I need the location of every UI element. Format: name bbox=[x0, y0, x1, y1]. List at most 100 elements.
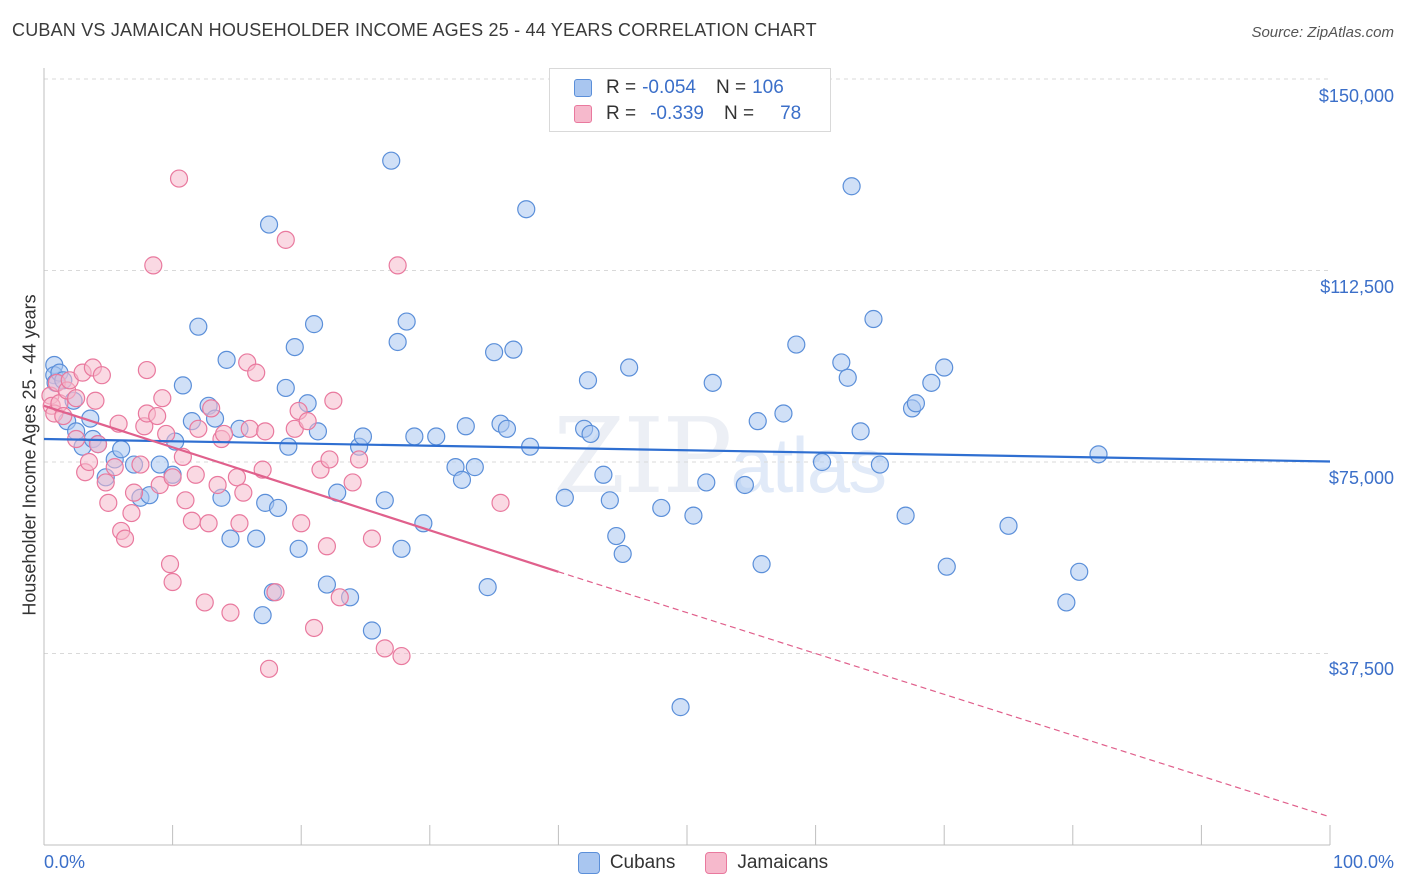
data-point-cubans bbox=[937, 557, 956, 576]
data-point-jamaicans bbox=[163, 468, 182, 487]
data-point-cubans bbox=[452, 470, 472, 489]
data-point-jamaicans bbox=[214, 424, 234, 444]
data-point-cubans bbox=[353, 427, 373, 446]
legend-r-label: R = bbox=[606, 103, 637, 124]
data-point-cubans bbox=[304, 315, 324, 334]
y-tick-label-75000: $75,000 bbox=[1328, 468, 1394, 488]
data-point-cubans bbox=[906, 394, 926, 413]
data-point-jamaicans bbox=[137, 360, 156, 380]
data-point-cubans bbox=[405, 427, 424, 446]
data-point-cubans bbox=[613, 544, 632, 564]
legend-row-jamaicans: R = -0.339 N = 78 bbox=[574, 102, 801, 126]
data-point-cubans bbox=[317, 575, 337, 594]
data-point-cubans bbox=[247, 529, 266, 548]
data-point-cubans bbox=[465, 458, 484, 477]
data-point-cubans bbox=[268, 498, 288, 518]
data-point-cubans bbox=[870, 455, 890, 474]
data-point-cubans bbox=[684, 506, 703, 525]
data-point-cubans bbox=[504, 340, 523, 359]
data-point-cubans bbox=[150, 455, 169, 474]
legend-r-value: -0.054 bbox=[642, 77, 696, 98]
legend-swatch-cubans bbox=[577, 852, 600, 874]
x-tick-label-max: 100.0% bbox=[1332, 852, 1394, 872]
data-point-jamaicans bbox=[240, 419, 259, 438]
data-point-cubans bbox=[864, 309, 883, 329]
data-point-cubans bbox=[382, 151, 401, 170]
data-point-jamaicans bbox=[247, 363, 266, 382]
y-axis-label: Householder Income Ages 25 - 44 years bbox=[19, 294, 40, 616]
watermark-zip: ZIP bbox=[553, 395, 732, 517]
data-point-jamaicans bbox=[195, 593, 214, 612]
data-point-jamaicans bbox=[259, 659, 279, 678]
data-point-cubans bbox=[600, 491, 619, 510]
data-point-jamaicans bbox=[304, 618, 324, 638]
data-point-jamaicans bbox=[160, 555, 180, 574]
data-point-cubans bbox=[217, 350, 236, 369]
y-tick-label-37500: $37,500 bbox=[1328, 659, 1394, 679]
data-point-cubans bbox=[397, 312, 416, 331]
data-point-jamaicans bbox=[122, 503, 141, 523]
data-point-cubans bbox=[253, 606, 272, 625]
data-point-jamaicans bbox=[317, 537, 337, 556]
data-point-jamaicans bbox=[227, 468, 246, 487]
data-point-jamaicans bbox=[169, 169, 189, 188]
data-point-jamaicans bbox=[199, 514, 218, 533]
data-point-jamaicans bbox=[208, 475, 227, 495]
data-point-jamaicans bbox=[67, 389, 86, 408]
data-point-cubans bbox=[703, 373, 722, 392]
legend-item-jamaicans[interactable]: Jamaicans bbox=[705, 852, 828, 874]
data-point-cubans bbox=[1070, 562, 1089, 581]
data-point-jamaicans bbox=[124, 483, 144, 502]
data-point-jamaicans bbox=[186, 465, 205, 484]
data-point-cubans bbox=[812, 452, 832, 472]
data-point-cubans bbox=[289, 539, 308, 558]
data-point-cubans bbox=[838, 368, 857, 387]
data-point-cubans bbox=[652, 498, 671, 518]
legend-row-cubans: R = -0.054 N = 106 bbox=[574, 76, 784, 100]
data-point-jamaicans bbox=[182, 511, 201, 530]
legend-n-value: 78 bbox=[780, 103, 802, 124]
data-point-cubans bbox=[842, 177, 861, 196]
data-point-cubans bbox=[375, 491, 394, 510]
legend-swatch-jamaicans bbox=[705, 852, 728, 874]
data-point-jamaicans bbox=[234, 483, 253, 502]
data-point-jamaicans bbox=[266, 583, 285, 602]
legend-n-label: N = bbox=[715, 77, 747, 98]
data-point-cubans bbox=[189, 317, 208, 336]
data-point-jamaicans bbox=[92, 366, 111, 385]
data-point-jamaicans bbox=[392, 646, 411, 666]
data-point-cubans bbox=[1089, 445, 1108, 464]
legend-label-jamaicans: Jamaicans bbox=[737, 852, 829, 873]
data-point-cubans bbox=[285, 338, 304, 357]
data-point-cubans bbox=[555, 488, 574, 507]
data-point-cubans bbox=[832, 353, 851, 372]
data-point-cubans bbox=[485, 343, 504, 362]
data-point-jamaicans bbox=[153, 389, 172, 408]
data-point-jamaicans bbox=[375, 639, 394, 658]
data-point-cubans bbox=[392, 539, 411, 558]
data-point-jamaicans bbox=[189, 419, 208, 438]
legend-r-label: R = bbox=[606, 77, 637, 98]
legend-swatch-jamaicans bbox=[574, 105, 592, 123]
data-point-jamaicans bbox=[96, 473, 115, 492]
data-point-cubans bbox=[276, 378, 295, 398]
data-point-jamaicans bbox=[298, 412, 317, 431]
data-point-cubans bbox=[748, 412, 767, 431]
data-point-cubans bbox=[578, 371, 598, 390]
data-point-jamaicans bbox=[292, 514, 311, 533]
data-point-jamaicans bbox=[148, 406, 167, 426]
data-point-cubans bbox=[935, 358, 954, 377]
data-point-jamaicans bbox=[324, 391, 343, 410]
data-point-cubans bbox=[497, 419, 517, 438]
data-point-cubans bbox=[427, 427, 446, 446]
stats-legend: R = -0.054 N = 106 R = -0.339 N = 78 bbox=[549, 68, 831, 132]
data-point-cubans bbox=[851, 422, 870, 441]
data-point-cubans bbox=[896, 506, 915, 525]
data-point-jamaicans bbox=[99, 493, 118, 512]
data-point-cubans bbox=[594, 465, 613, 484]
x-tick-label-min: 0.0% bbox=[44, 852, 86, 872]
data-point-jamaicans bbox=[86, 391, 105, 410]
series-legend: Cubans Jamaicans bbox=[0, 852, 1406, 874]
legend-item-cubans[interactable]: Cubans bbox=[577, 852, 675, 874]
